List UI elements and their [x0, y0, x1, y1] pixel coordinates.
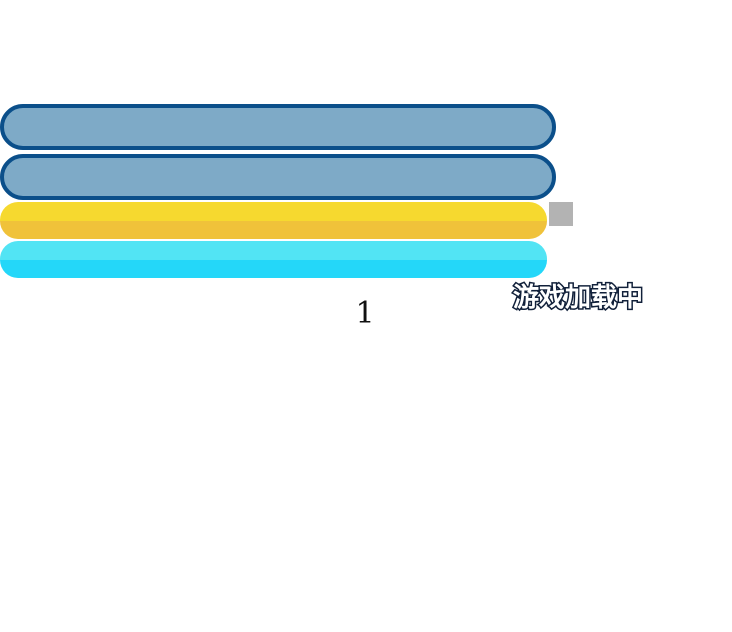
cyan-bar-highlight — [0, 241, 547, 260]
yellow-bar-shade — [0, 220, 547, 239]
loading-counter: 1 — [355, 296, 375, 331]
loading-indicator-square — [549, 202, 573, 226]
progress-frame-top — [0, 104, 556, 150]
progress-frame-bottom — [0, 154, 556, 200]
yellow-bar-highlight — [0, 202, 547, 221]
game-loading-label: 游戏加载中 — [511, 282, 644, 315]
loading-bar-yellow — [0, 202, 547, 239]
cyan-bar-shade — [0, 259, 547, 278]
loading-bar-cyan — [0, 241, 547, 278]
